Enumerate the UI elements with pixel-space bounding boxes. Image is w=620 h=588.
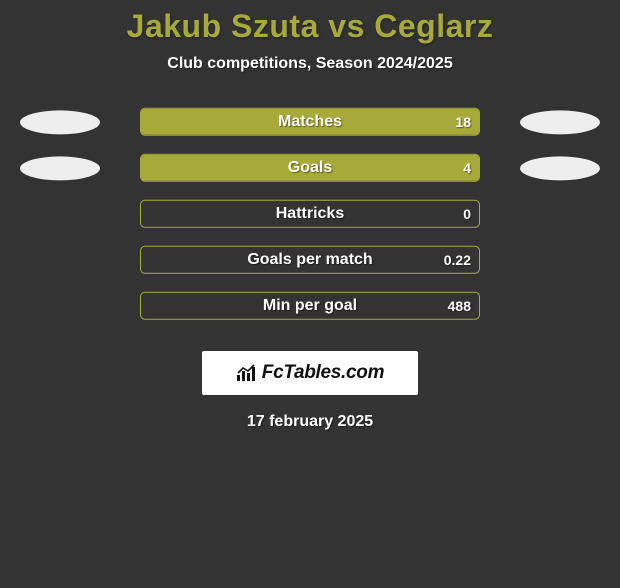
stat-label: Min per goal [141,297,479,315]
stat-row: Hattricks0 [0,195,620,241]
stat-rows: Matches18 Goals4 Hattricks0 Goals per match… [0,103,620,333]
stat-row: Min per goal488 [0,287,620,333]
stat-row: Goals4 [0,149,620,195]
stat-value: 488 [448,298,471,314]
player1-name: Jakub Szuta [127,8,319,44]
stat-label: Hattricks [141,205,479,223]
stat-row: Goals per match0.22 [0,241,620,287]
stat-bar-fill [141,109,479,135]
stat-bar: Matches18 [140,108,480,136]
stat-label: Goals per match [141,251,479,269]
player-left-marker [20,110,100,134]
comparison-title: Jakub Szuta vs Ceglarz [0,8,620,45]
stat-bar: Goals per match0.22 [140,246,480,274]
subtitle: Club competitions, Season 2024/2025 [0,55,620,73]
stat-bar: Hattricks0 [140,200,480,228]
stat-bar: Goals4 [140,154,480,182]
player-right-marker [520,156,600,180]
stat-value: 0 [463,206,471,222]
stat-value: 0.22 [444,252,471,268]
player-left-marker [20,156,100,180]
stat-row: Matches18 [0,103,620,149]
player2-name: Ceglarz [374,8,493,44]
player-right-marker [520,110,600,134]
stat-bar-fill [141,155,479,181]
snapshot-date: 17 february 2025 [0,413,620,431]
stat-bar: Min per goal488 [140,292,480,320]
vs-separator: vs [328,8,365,44]
brand-text: FcTables.com [262,362,384,384]
chart-icon [236,364,258,382]
brand-badge: FcTables.com [202,351,418,395]
